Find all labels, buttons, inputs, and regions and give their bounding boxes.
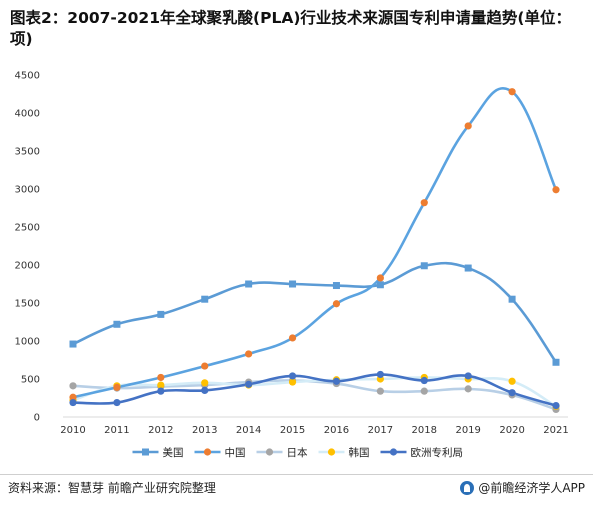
data-point [420,199,428,207]
legend-label: 中国 [225,446,246,459]
data-point [69,340,77,348]
data-point [245,280,253,288]
data-point [508,377,516,385]
chart-legend: 美国 中国 日本 韩国 欧洲专利局 [132,446,464,459]
data-point [420,387,428,395]
data-point [420,262,428,270]
data-point [464,264,472,272]
legend-label: 欧洲专利局 [411,446,464,459]
legend-label: 韩国 [349,446,370,459]
data-point [157,373,165,382]
x-tick-label: 2010 [60,425,85,436]
data-point [69,398,77,407]
data-point [376,370,384,379]
data-point [464,385,472,393]
y-tick-label: 4000 [15,109,40,120]
y-tick-label: 0 [34,413,40,424]
data-point [201,295,209,303]
data-point [288,372,297,380]
y-tick-label: 3000 [15,185,40,196]
data-point [376,387,384,395]
x-tick-label: 2018 [412,425,437,436]
series-lines [71,87,558,411]
footer-divider [0,474,593,475]
data-point [376,281,384,289]
data-point [508,295,516,303]
data-point [288,378,297,386]
y-tick-label: 2000 [15,261,40,272]
legend-label: 美国 [163,446,184,459]
x-tick-label: 2016 [324,425,349,436]
data-point [376,274,384,282]
data-point [157,310,165,318]
series-line [71,87,558,399]
series-line [71,373,558,407]
y-tick-label: 1500 [15,299,40,310]
legend-marker [203,448,212,456]
data-point [420,376,428,385]
data-point [332,282,340,290]
data-point [201,379,209,387]
x-tick-label: 2017 [368,425,393,436]
line-chart: 0 500 1000 1500 2000 2500 3000 3500 4000 4500 2010… [15,71,569,460]
data-point [464,122,472,130]
x-tick-label: 2020 [499,425,524,436]
data-point [69,382,77,390]
x-tick-label: 2015 [280,425,305,436]
data-point [157,381,165,389]
x-tick-label: 2011 [104,425,129,436]
data-point [508,389,516,397]
source-note: 资料来源：智慧芽 前瞻产业研究院整理 [8,481,216,495]
data-point [289,280,297,288]
legend-marker [327,448,336,456]
legend-marker [389,448,398,456]
data-point [69,393,77,401]
y-tick-label: 3500 [15,147,40,158]
data-point [288,334,297,342]
x-tick-label: 2013 [192,425,217,436]
legend-marker [265,448,274,456]
brand-text: @前瞻经济学人APP [478,481,585,495]
x-tick-label: 2014 [236,425,261,436]
data-point [332,377,341,385]
series-markers [69,88,560,413]
data-point [464,372,472,380]
y-tick-label: 500 [21,375,40,386]
data-point [332,300,341,308]
x-tick-label: 2019 [455,425,480,436]
legend-marker [142,448,149,456]
y-tick-label: 2500 [15,223,40,234]
chart-axes: 0 500 1000 1500 2000 2500 3000 3500 4000 4500 2010… [15,71,569,437]
chart-title: 图表2：2007-2021年全球聚乳酸(PLA)行业技术来源国专利申请量趋势(单… [10,9,571,48]
series-line [71,261,558,364]
series-line [71,376,558,408]
y-tick-label: 4500 [15,71,40,82]
x-tick-label: 2021 [543,425,568,436]
brand-logo-icon [460,480,475,495]
data-point [245,350,253,358]
data-point [113,383,121,391]
data-point [552,402,560,410]
x-tick-label: 2012 [148,425,173,436]
data-point [113,398,121,407]
data-point [508,88,516,96]
data-point [157,387,165,395]
data-point [113,320,121,328]
y-tick-label: 1000 [15,337,40,348]
data-point [552,358,560,366]
data-point [245,380,253,388]
data-point [201,362,209,370]
brand-credit: @前瞻经济学人APP [460,479,585,496]
data-point [201,386,209,394]
data-point [552,186,560,194]
legend-label: 日本 [287,446,308,459]
